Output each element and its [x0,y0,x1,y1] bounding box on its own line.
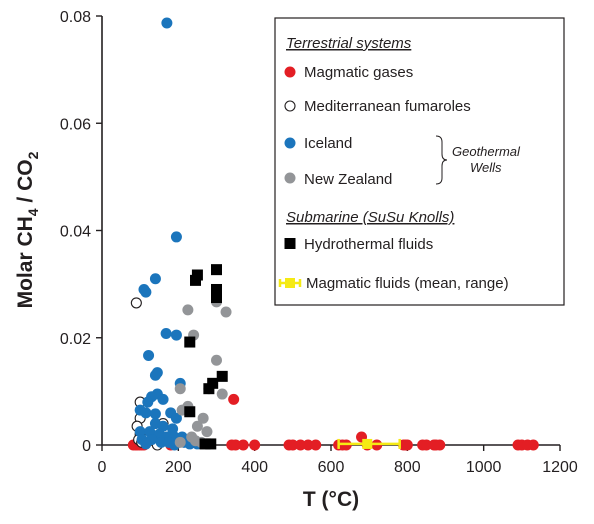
new-zealand-point-5 [174,383,186,395]
magmatic-fluids-mean-range-point-0 [362,438,373,449]
legend-label-iceland: Iceland [304,135,352,152]
magmatic-gases-point-9 [230,439,242,451]
x-tick-label-6: 1200 [542,459,578,476]
y-tick-label-2: 0.04 [60,224,91,241]
iceland-point-37 [140,438,152,450]
magmatic-gases-point-25 [401,439,413,451]
legend-box [274,17,565,306]
new-zealand-point-7 [216,388,228,400]
magmatic-gases-point-15 [302,439,314,451]
iceland-point-1 [170,231,182,243]
legend-label-mediterranean-fumaroles: Mediterranean fumaroles [304,98,471,115]
iceland-point-19 [170,412,182,424]
legend-heading-submarine: Submarine (SuSu Knolls) [286,209,454,226]
new-zealand-point-12 [201,426,213,438]
y-tick-label-1: 0.02 [60,331,91,348]
legend-label-new-zealand: New Zealand [304,171,392,188]
new-zealand-point-11 [191,420,203,432]
magmatic-gases-point-13 [287,439,299,451]
hydrothermal-fluids-point-8 [203,383,215,395]
hydrothermal-fluids-point-2 [190,274,202,286]
legend-marker-magmatic-gases [284,66,296,78]
y-tick-label-4: 0.08 [60,9,91,26]
y-tick-label-3: 0.06 [60,116,91,133]
y-axis-title-part-1: Molar CH [14,216,37,308]
y-axis-title-subscript-2: 2 [25,151,41,159]
new-zealand-point-4 [211,354,222,366]
magmatic-gases-point-11 [249,439,261,451]
new-zealand-point-15 [174,436,186,448]
iceland-point-16 [140,407,152,419]
magmatic-gases-point-27 [420,439,432,451]
new-zealand-point-2 [220,306,232,318]
x-tick-label-5: 1000 [466,459,502,476]
iceland-point-31 [155,436,167,448]
magmatic-gases-point-34 [527,439,539,451]
hydrothermal-fluids-point-6 [216,370,228,382]
x-tick-label-1: 200 [165,459,192,476]
legend-bracket-geothermal-wells [435,135,448,185]
mediterranean-fumaroles-point-0 [130,297,142,309]
new-zealand-point-0 [182,304,194,316]
hydrothermal-fluids-point-3 [211,283,222,295]
x-tick-label-4: 800 [394,459,421,476]
hydrothermal-fluids-point-11 [205,438,217,450]
iceland-point-4 [140,286,152,298]
iceland-point-5 [160,327,172,339]
iceland-point-3 [149,273,161,285]
legend-label-hydrothermal-fluids: Hydrothermal fluids [304,236,433,253]
iceland-point-9 [151,367,163,379]
legend-label-magmatic-fluids: Magmatic fluids (mean, range) [306,275,509,292]
magmatic-gases-point-14 [294,439,306,451]
x-tick-label-2: 400 [241,459,268,476]
legend-marker-iceland [284,137,296,149]
x-axis-title: T (°C) [303,488,359,511]
hydrothermal-fluids-point-9 [184,406,196,418]
magmatic-gases-point-8 [228,393,240,405]
iceland-point-7 [143,349,155,361]
y-axis-title-subscript-1: 4 [25,208,41,216]
iceland-point-13 [157,393,169,405]
x-tick-label-0: 0 [98,459,107,476]
new-zealand-point-10 [197,412,209,424]
legend-marker-magmatic-fluids [285,278,295,288]
y-axis-title: Molar CH4 / CO2 [14,151,41,308]
legend: Terrestrial systems Magmatic gases Medit… [274,17,565,306]
legend-group-label-wells: Wells [470,160,502,175]
iceland-point-0 [161,17,173,29]
legend-marker-mediterranean-fumaroles [284,100,296,112]
y-tick-label-0: 0 [82,438,91,455]
x-tick-label-3: 600 [318,459,345,476]
legend-marker-new-zealand [284,172,296,184]
magmatic-gases-point-30 [434,439,446,451]
iceland-point-6 [170,329,182,341]
hydrothermal-fluids-point-10 [199,438,211,450]
legend-label-magmatic-gases: Magmatic gases [304,64,413,81]
legend-marker-hydrothermal-fluids [284,238,296,249]
y-axis-title-part-2: / CO [14,159,37,208]
x-ticks: 0 200 400 600 800 1000 1200 [98,445,578,476]
hydrothermal-fluids-point-4 [211,292,222,304]
plot-marks [127,17,539,451]
legend-group-label-geothermal: Geothermal [452,144,521,159]
hydrothermal-fluids-point-5 [184,336,196,348]
magmatic-gases-point-16 [310,439,322,451]
magmatic-gases-point-10 [237,439,249,451]
legend-heading-terrestrial: Terrestrial systems [286,35,412,52]
y-ticks: 0 0.02 0.04 0.06 0.08 [60,9,102,455]
iceland-point-14 [142,396,154,408]
iceland-point-17 [149,408,161,420]
hydrothermal-fluids-point-0 [211,264,222,276]
